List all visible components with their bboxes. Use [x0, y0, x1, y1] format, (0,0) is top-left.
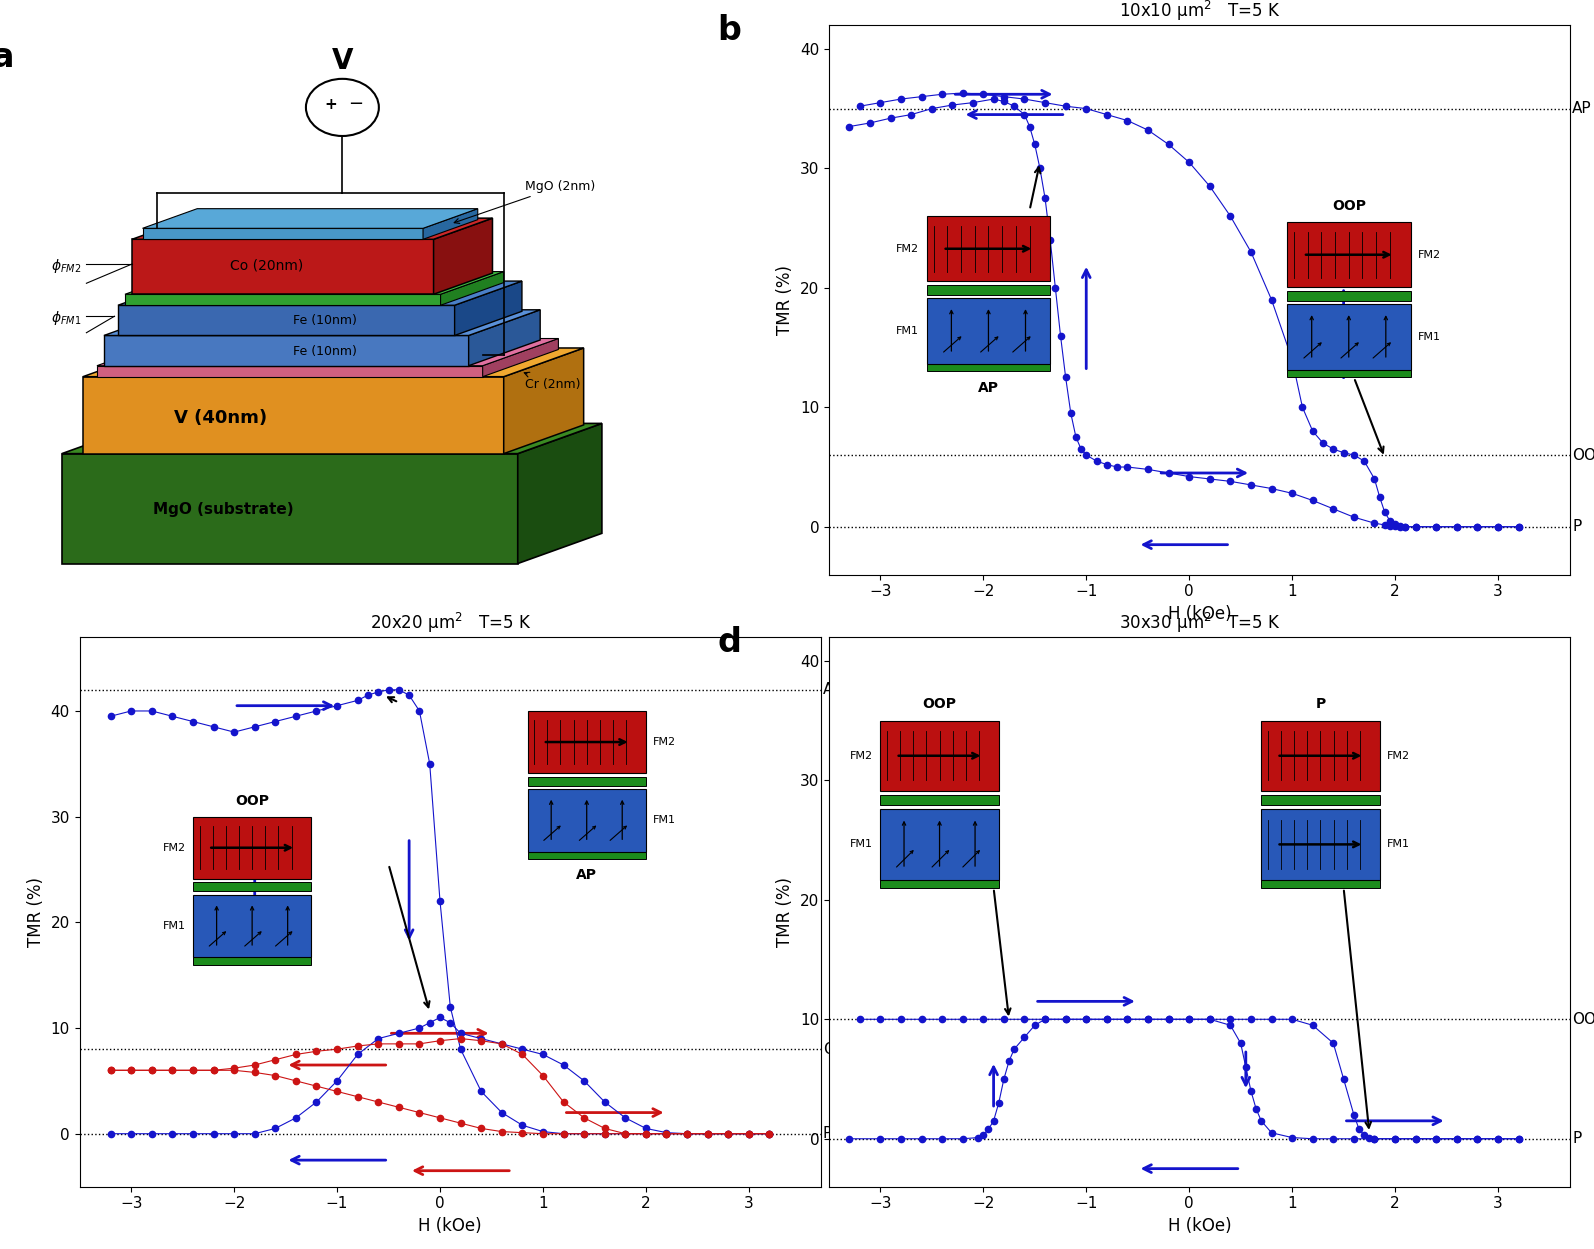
Text: FM1: FM1	[1387, 839, 1409, 849]
Bar	[880, 879, 999, 888]
Text: FM2: FM2	[896, 244, 920, 254]
Text: d: d	[717, 626, 741, 659]
Bar	[193, 883, 311, 892]
X-axis label: H (kOe): H (kOe)	[419, 1217, 481, 1235]
Bar	[1286, 291, 1411, 301]
Polygon shape	[124, 271, 504, 295]
Text: Fe (10nm): Fe (10nm)	[293, 315, 357, 327]
Bar	[880, 809, 999, 879]
Polygon shape	[104, 336, 469, 366]
Text: FM1: FM1	[163, 922, 186, 932]
Title: 10x10 μm$^2$   T=5 K: 10x10 μm$^2$ T=5 K	[1119, 0, 1280, 22]
Text: OOP: OOP	[1331, 199, 1366, 212]
Text: $\phi_{FM2}$: $\phi_{FM2}$	[51, 256, 81, 275]
Polygon shape	[62, 423, 603, 453]
Text: a: a	[0, 41, 14, 75]
Text: FM1: FM1	[1419, 332, 1441, 342]
Polygon shape	[97, 366, 483, 377]
Y-axis label: TMR (%): TMR (%)	[776, 265, 794, 335]
Polygon shape	[97, 338, 558, 366]
Text: AP: AP	[575, 868, 598, 882]
Text: +: +	[325, 97, 338, 112]
X-axis label: H (kOe): H (kOe)	[1168, 1217, 1231, 1235]
Text: P: P	[823, 1127, 832, 1142]
Text: MgO (substrate): MgO (substrate)	[153, 502, 293, 517]
Polygon shape	[518, 423, 603, 563]
Polygon shape	[118, 305, 454, 336]
Title: 20x20 μm$^2$   T=5 K: 20x20 μm$^2$ T=5 K	[370, 611, 531, 634]
Text: Co (20nm): Co (20nm)	[230, 259, 303, 272]
Text: MgO (2nm): MgO (2nm)	[454, 180, 595, 224]
Bar	[926, 299, 1050, 363]
Polygon shape	[83, 348, 583, 377]
Text: V: V	[332, 47, 354, 75]
Bar	[926, 285, 1050, 295]
Text: P: P	[1315, 697, 1326, 711]
Text: FM2: FM2	[654, 737, 676, 747]
Polygon shape	[118, 281, 521, 305]
Y-axis label: TMR (%): TMR (%)	[776, 877, 794, 947]
Bar	[926, 216, 1050, 281]
Y-axis label: TMR (%): TMR (%)	[27, 877, 45, 947]
Bar	[1261, 796, 1380, 806]
Text: AP: AP	[823, 682, 843, 697]
Polygon shape	[422, 209, 478, 240]
Bar	[926, 363, 1050, 371]
Bar	[528, 789, 646, 852]
Text: OOP: OOP	[236, 794, 269, 808]
Text: FM2: FM2	[1387, 751, 1409, 761]
Text: V (40nm): V (40nm)	[174, 410, 268, 427]
Polygon shape	[132, 240, 434, 295]
Text: FM1: FM1	[850, 839, 874, 849]
Polygon shape	[124, 295, 440, 305]
Bar	[528, 852, 646, 859]
Text: FM2: FM2	[850, 751, 874, 761]
Text: FM1: FM1	[654, 816, 676, 826]
Bar	[1286, 305, 1411, 370]
Circle shape	[306, 79, 379, 136]
Bar	[1261, 809, 1380, 879]
Text: FM2: FM2	[163, 843, 186, 853]
Text: AP: AP	[1572, 101, 1592, 116]
Polygon shape	[142, 229, 422, 240]
Bar	[1261, 721, 1380, 791]
Text: FM2: FM2	[1419, 250, 1441, 260]
Polygon shape	[434, 219, 493, 295]
Text: Cr (2nm): Cr (2nm)	[524, 372, 580, 391]
Polygon shape	[469, 310, 540, 366]
Text: −: −	[347, 95, 363, 114]
Bar	[1261, 879, 1380, 888]
Bar	[528, 777, 646, 786]
Text: OOP: OOP	[923, 697, 956, 711]
Text: P: P	[1572, 1132, 1581, 1147]
Polygon shape	[132, 219, 493, 240]
Bar	[880, 796, 999, 806]
Polygon shape	[483, 338, 558, 377]
Text: OOP: OOP	[1572, 447, 1594, 462]
Text: b: b	[717, 14, 741, 47]
Bar	[528, 711, 646, 773]
Text: OOP: OOP	[1572, 1012, 1594, 1027]
Text: AP: AP	[979, 381, 999, 395]
Polygon shape	[62, 453, 518, 563]
Polygon shape	[83, 377, 504, 453]
Bar	[1286, 222, 1411, 287]
Bar	[193, 817, 311, 879]
Text: Fe (10nm): Fe (10nm)	[293, 345, 357, 357]
Text: $\phi_{FM1}$: $\phi_{FM1}$	[51, 309, 81, 327]
Bar	[193, 896, 311, 957]
Title: 30x30 μm$^2$   T=5 K: 30x30 μm$^2$ T=5 K	[1119, 611, 1280, 634]
X-axis label: H (kOe): H (kOe)	[1168, 605, 1231, 623]
Text: OOP: OOP	[823, 1042, 856, 1057]
Polygon shape	[440, 271, 504, 305]
Polygon shape	[454, 281, 521, 336]
Polygon shape	[104, 310, 540, 336]
Bar	[880, 721, 999, 791]
Text: FM1: FM1	[896, 326, 920, 336]
Polygon shape	[504, 348, 583, 453]
Text: P: P	[1572, 520, 1581, 535]
Bar	[193, 957, 311, 964]
Polygon shape	[142, 209, 478, 229]
Bar	[1286, 370, 1411, 377]
